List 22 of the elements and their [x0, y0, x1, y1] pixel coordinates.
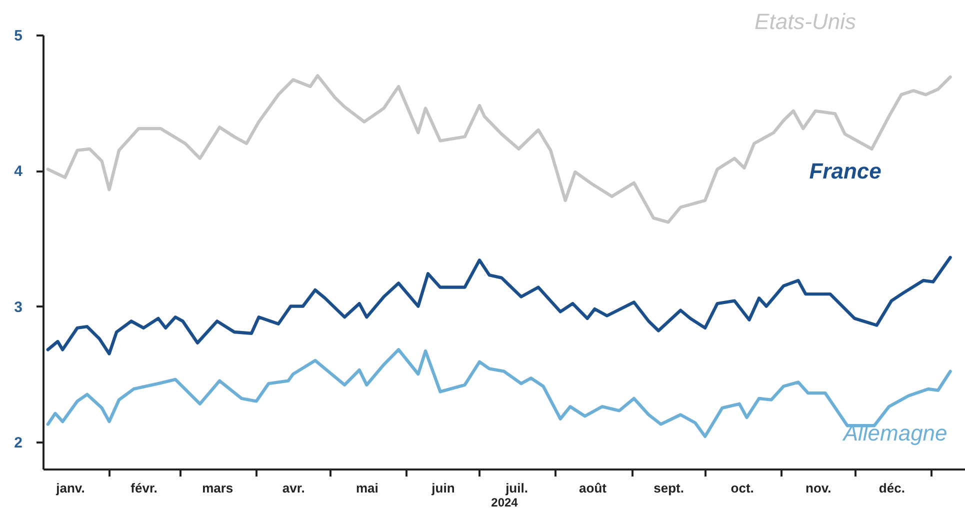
- x-tick-label: juin: [430, 480, 455, 496]
- series-label: Allemagne: [841, 420, 948, 446]
- y-tick-label: 3: [14, 298, 22, 316]
- line-series: [46, 256, 952, 356]
- x-tick-label: oct.: [730, 480, 754, 496]
- text: Etats-Unis: [754, 9, 856, 34]
- x-tick-label: mai: [356, 480, 378, 496]
- text: France: [809, 158, 882, 184]
- y-tick-label: 2: [14, 434, 22, 452]
- x-tick-label: déc.: [878, 480, 905, 496]
- line-series: [46, 74, 952, 224]
- x-tick-label: mars: [202, 480, 234, 496]
- x-axis-title: 2024: [491, 496, 518, 510]
- x-tick-label: janv.: [55, 480, 85, 496]
- x-tick-label: avr.: [282, 480, 305, 496]
- x-tick-label: août: [579, 480, 608, 496]
- y-tick-label: 5: [14, 28, 22, 44]
- x-tick-label: juil.: [504, 480, 528, 496]
- y-tick-label: 4: [14, 163, 24, 180]
- x-tick-label: févr.: [130, 480, 158, 496]
- x-tick-label: sept.: [654, 480, 684, 496]
- x-tick-label: nov.: [805, 480, 832, 496]
